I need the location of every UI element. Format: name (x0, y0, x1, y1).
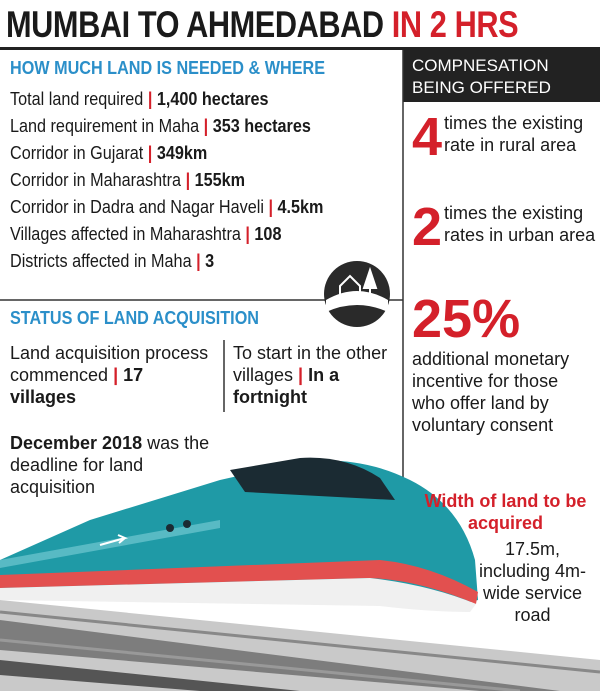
land-item: Total land required | 1,400 hectares (10, 86, 323, 113)
section-heading: STATUS OF LAND ACQUISITION (10, 308, 259, 328)
land-item: Corridor in Dadra and Nagar Haveli | 4.5… (10, 194, 323, 221)
top-rule (0, 47, 600, 50)
item-value: 349km (156, 143, 208, 163)
land-item: Corridor in Gujarat | 349km (10, 140, 323, 167)
item-label: Corridor in Dadra and Nagar Haveli (10, 197, 264, 217)
deadline: December 2018 was the deadline for land … (10, 432, 210, 498)
status-to-start: To start in the other villages | In a fo… (233, 342, 393, 408)
item-value: 353 hectares (212, 116, 311, 136)
compensation-number: 2 (412, 197, 443, 257)
compensation-item: 25% additional monetary incentive for th… (412, 289, 592, 436)
section-heading: HOW MUCH LAND IS NEEDED & WHERE (10, 58, 325, 78)
item-value: 108 (254, 224, 282, 244)
compensation-item: 2 times the existing rates in urban area (412, 197, 597, 257)
width-heading: Width of land to be acquired (424, 491, 587, 533)
item-label: Total land required (10, 89, 144, 109)
compensation-number: 4 (412, 107, 443, 167)
compensation-item: 4 times the existing rate in rural area (412, 107, 597, 167)
title-text: MUMBAI TO AHMEDABAD (6, 4, 384, 45)
status-label: To start in the other villages (233, 343, 388, 385)
status-value: 17 villages (10, 365, 144, 407)
separator: | (113, 365, 119, 385)
status-label: Land acquisition process commenced (10, 343, 209, 385)
train-illustration (0, 457, 600, 691)
title: MUMBAI TO AHMEDABAD IN 2 HRS (6, 4, 519, 46)
land-item: Corridor in Maharashtra | 155km (10, 167, 323, 194)
item-label: Corridor in Gujarat (10, 143, 144, 163)
deadline-text: was the deadline for land acquisition (10, 433, 210, 497)
separator: | (185, 170, 191, 190)
separator: | (147, 89, 153, 109)
compensation-number: 25% (412, 289, 521, 349)
item-value: 4.5km (277, 197, 324, 217)
land-list: Total land required | 1,400 hectares Lan… (10, 86, 358, 275)
title-highlight: IN 2 HRS (391, 4, 519, 45)
separator: | (298, 365, 304, 385)
separator: | (147, 143, 153, 163)
item-label: Land requirement in Maha (10, 116, 200, 136)
separator: | (268, 197, 273, 217)
item-label: Districts affected in Maha (10, 251, 192, 271)
status-commenced: Land acquisition process commenced | 17 … (10, 342, 210, 408)
land-item: Land requirement in Maha | 353 hectares (10, 113, 323, 140)
heading-box (403, 50, 600, 102)
item-value: 3 (205, 251, 215, 271)
item-value: 155km (194, 170, 246, 190)
item-value: 1,400 hectares (156, 89, 269, 109)
land-item: Districts affected in Maha | 3 (10, 248, 323, 275)
compensation-text: times the existing rate in rural area (444, 113, 584, 155)
width-text: 17.5m, including 4m-wide service road (478, 539, 587, 625)
item-label: Villages affected in Maharashtra (10, 224, 241, 244)
separator: | (245, 224, 250, 244)
item-label: Corridor in Maharashtra (10, 170, 182, 190)
separator: | (196, 251, 201, 271)
compensation-text: times the existing rates in urban area (444, 203, 596, 245)
land-item: Villages affected in Maharashtra | 108 (10, 221, 323, 248)
status-value: In a fortnight (233, 365, 340, 407)
deadline-bold: December 2018 (10, 433, 143, 453)
separator: | (203, 116, 209, 136)
compensation-heading: COMPNESATION BEING OFFERED (412, 56, 551, 97)
land-icon (324, 261, 390, 327)
compensation-text: additional monetary incentive for those … (412, 349, 570, 435)
